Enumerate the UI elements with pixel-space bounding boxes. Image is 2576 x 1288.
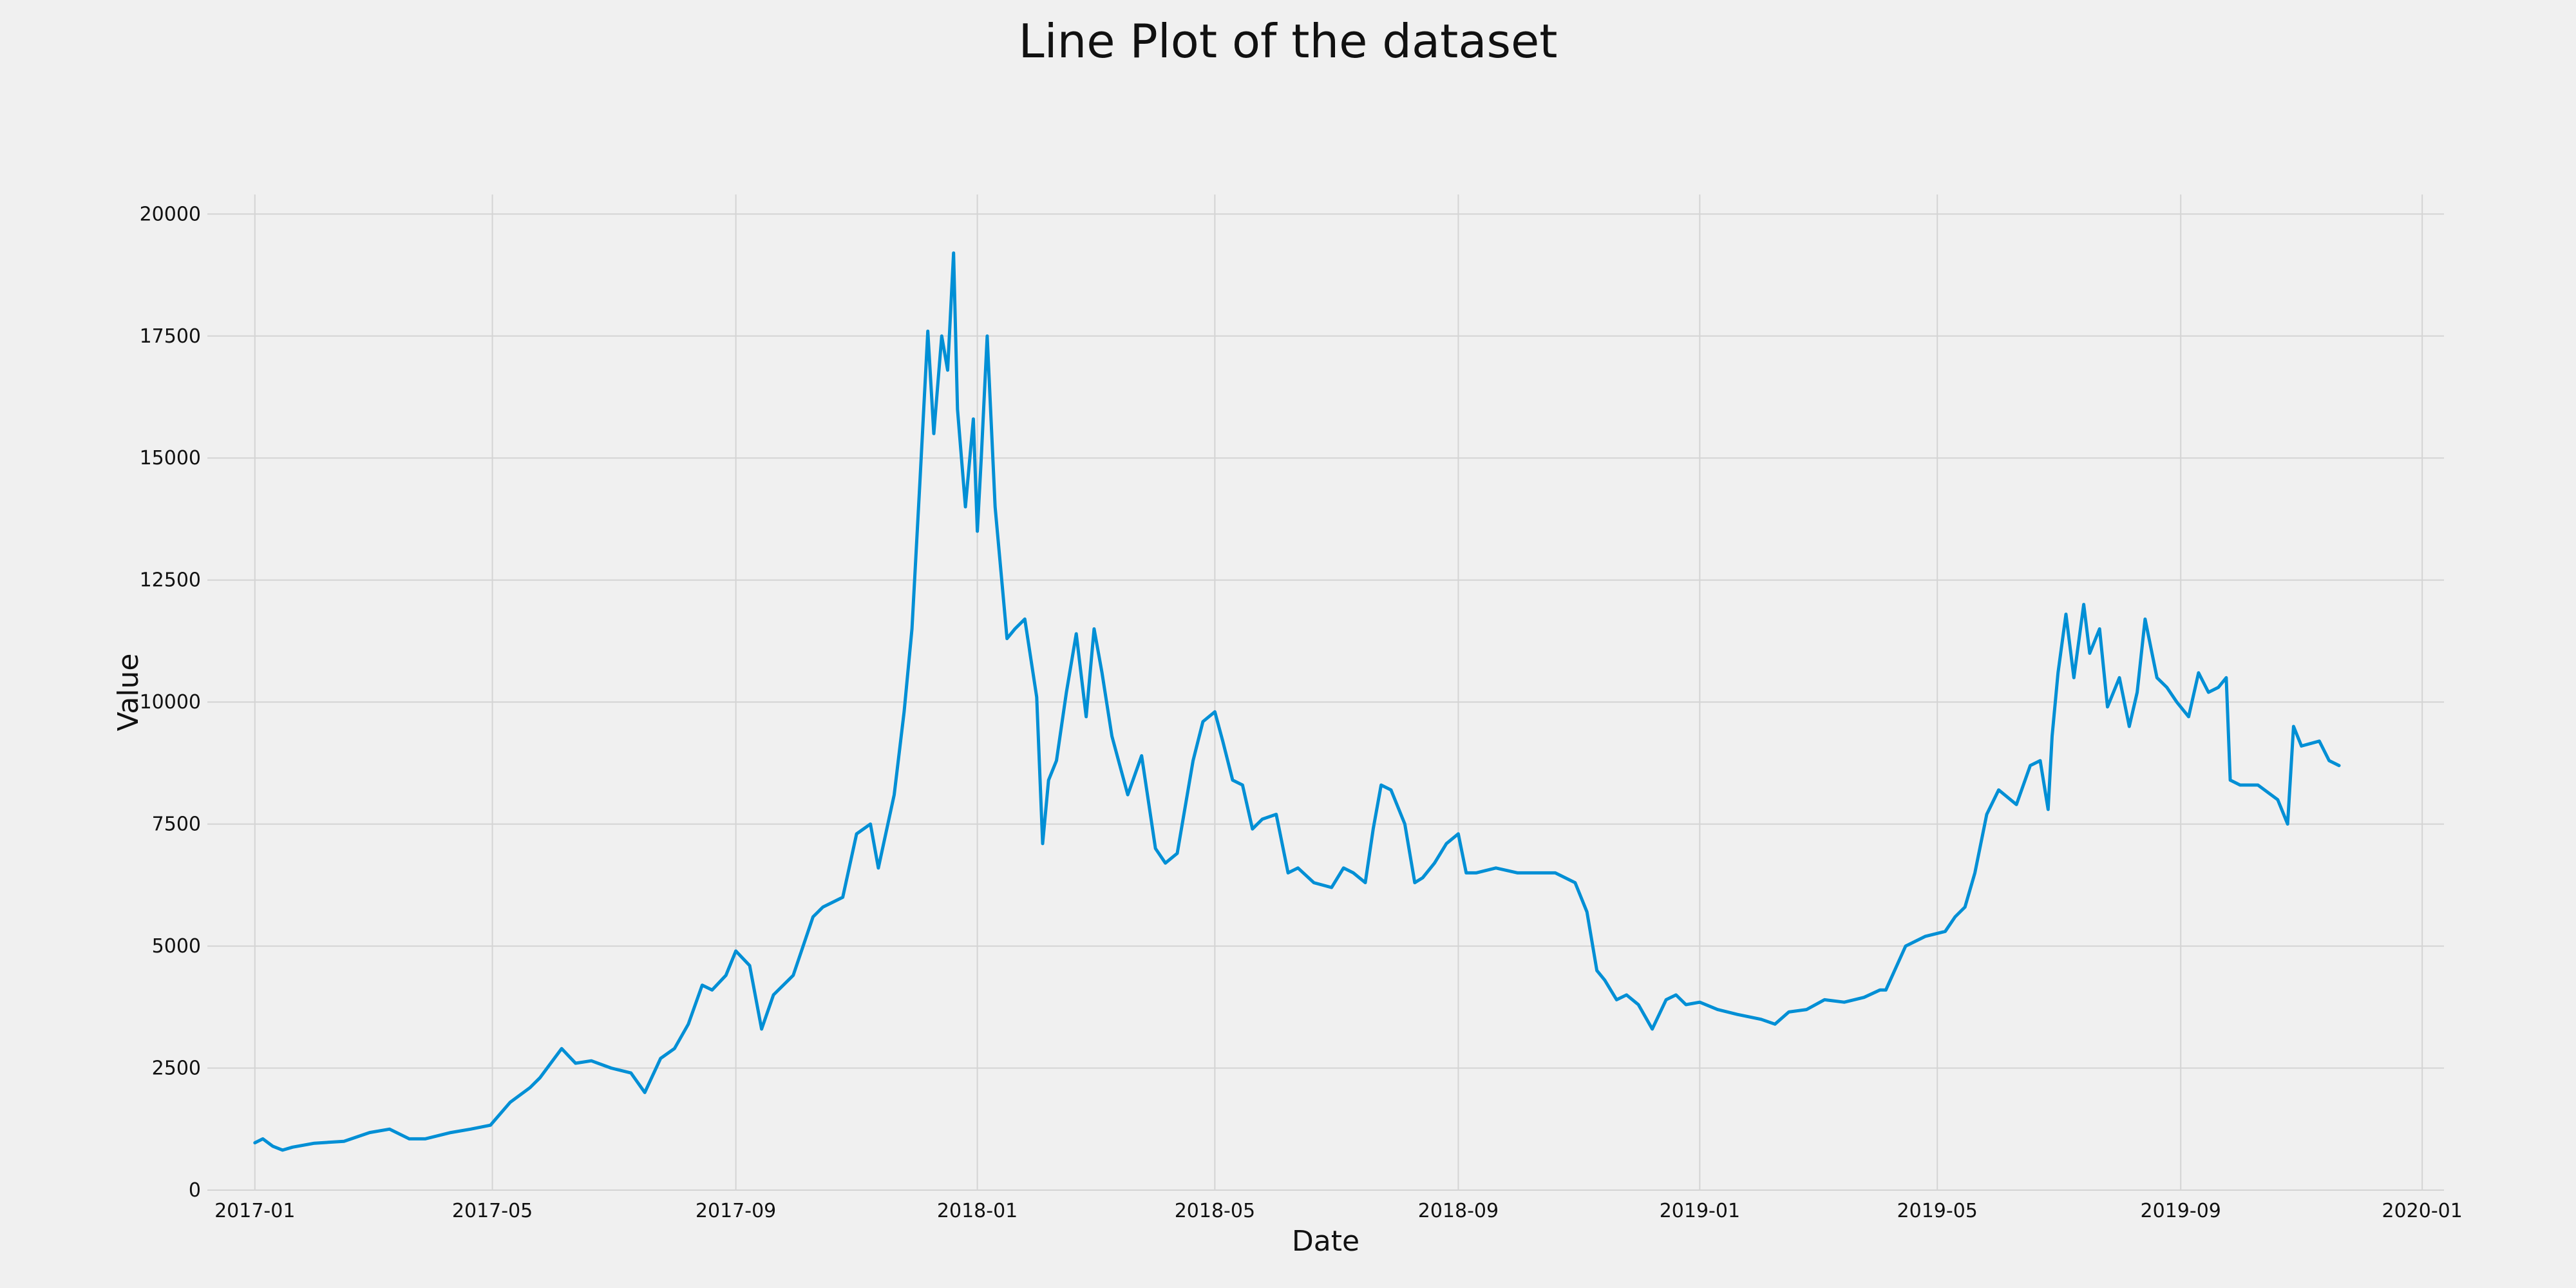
series-layer [253, 251, 2341, 1152]
y-tick-label: 17500 [140, 325, 201, 348]
grid-lines [207, 194, 2444, 1191]
x-axis-label: Date [1292, 1225, 1359, 1258]
x-tick-label: 2017-09 [696, 1200, 776, 1222]
chart-title: Line Plot of the dataset [1018, 14, 1558, 68]
x-tick-label: 2019-05 [1897, 1200, 1978, 1222]
x-tick-label: 2018-05 [1175, 1200, 1255, 1222]
series-line [253, 251, 2341, 1152]
tick-labels: 0 2500 5000 7500 10000 12500 15000 17500 20000 20… [140, 203, 2463, 1222]
y-tick-label: 5000 [152, 935, 201, 958]
x-tick-label: 2019-01 [1660, 1200, 1740, 1222]
x-tick-label: 2020-01 [2382, 1200, 2463, 1222]
y-tick-label: 12500 [140, 569, 201, 592]
x-tick-label: 2017-05 [452, 1200, 533, 1222]
x-tick-label: 2019-09 [2141, 1200, 2221, 1222]
y-tick-label: 7500 [152, 813, 201, 836]
y-tick-label: 0 [189, 1179, 201, 1202]
y-tick-label: 10000 [140, 691, 201, 714]
y-axis-label: Value [112, 654, 145, 732]
y-tick-label: 2500 [152, 1057, 201, 1080]
x-tick-label: 2017-01 [214, 1200, 295, 1222]
x-tick-label: 2018-09 [1418, 1200, 1499, 1222]
y-tick-label: 20000 [140, 203, 201, 225]
x-tick-label: 2018-01 [937, 1200, 1018, 1222]
y-tick-label: 15000 [140, 447, 201, 469]
